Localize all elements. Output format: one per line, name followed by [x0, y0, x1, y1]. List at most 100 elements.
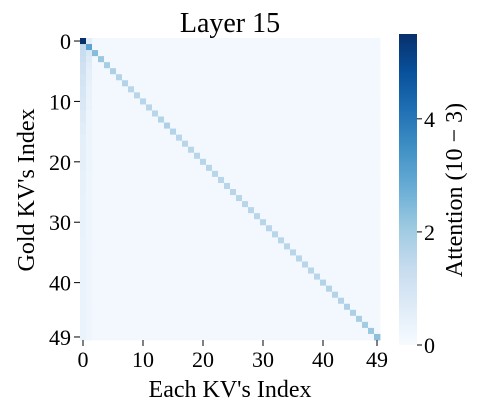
- heatmap-cell: [158, 74, 165, 81]
- heatmap-cell: [188, 140, 195, 148]
- heatmap-cell: [164, 116, 171, 123]
- heatmap-cell: [350, 321, 357, 329]
- heatmap-cell: [128, 56, 135, 63]
- heatmap-cell: [218, 273, 225, 280]
- heatmap-cell: [140, 128, 147, 136]
- heatmap-cell: [362, 309, 369, 317]
- heatmap-cell: [260, 321, 267, 329]
- heatmap-cell: [356, 176, 363, 184]
- heatmap-cell: [104, 255, 111, 262]
- heatmap-cell: [134, 309, 141, 317]
- heatmap-cell: [278, 201, 285, 208]
- heatmap-cell: [212, 74, 219, 81]
- heatmap-cell: [302, 273, 309, 280]
- heatmap-cell: [170, 255, 177, 262]
- heatmap-cell: [140, 92, 147, 99]
- heatmap-cell: [272, 62, 279, 69]
- heatmap-cell: [104, 152, 111, 160]
- heatmap-cell: [260, 201, 267, 208]
- heatmap-cell: [158, 56, 165, 63]
- heatmap-cell: [164, 303, 171, 311]
- heatmap-cell: [170, 273, 177, 280]
- heatmap-cell: [128, 273, 135, 280]
- heatmap-cell: [128, 98, 135, 105]
- heatmap-cell: [122, 249, 129, 256]
- heatmap-cell: [80, 86, 87, 93]
- heatmap-cell: [272, 146, 279, 154]
- heatmap-cell: [158, 116, 165, 123]
- heatmap-cell: [134, 182, 141, 190]
- heatmap-cell: [200, 309, 207, 317]
- heatmap-cell: [266, 213, 273, 220]
- heatmap-cell: [86, 128, 93, 136]
- heatmap-cell: [284, 285, 291, 293]
- heatmap-cell: [158, 62, 165, 69]
- heatmap-cell: [188, 315, 195, 323]
- heatmap-cell: [200, 74, 207, 81]
- heatmap-cell: [194, 273, 201, 280]
- heatmap-cell: [302, 297, 309, 305]
- heatmap-cell: [338, 182, 345, 190]
- heatmap-cell: [200, 207, 207, 214]
- heatmap-cell: [104, 158, 111, 166]
- heatmap-cell: [230, 333, 237, 341]
- heatmap-cell: [368, 327, 375, 335]
- heatmap-cell: [302, 170, 309, 178]
- heatmap-cell: [242, 237, 249, 244]
- heatmap-cell: [158, 164, 165, 172]
- heatmap-cell: [116, 279, 123, 287]
- heatmap-cell: [200, 158, 207, 166]
- heatmap-cell: [266, 267, 273, 274]
- heatmap-cell: [128, 321, 135, 329]
- heatmap-cell: [158, 104, 165, 111]
- heatmap-cell: [134, 44, 141, 51]
- heatmap-cell: [356, 68, 363, 75]
- heatmap-cell: [236, 231, 243, 238]
- heatmap-cell: [290, 207, 297, 214]
- heatmap-cell: [122, 158, 129, 166]
- heatmap-cell: [332, 237, 339, 244]
- heatmap-cell: [200, 116, 207, 123]
- heatmap-cell: [122, 164, 129, 172]
- heatmap-cell: [206, 195, 213, 202]
- heatmap-cell: [146, 140, 153, 148]
- heatmap-cell: [206, 50, 213, 57]
- heatmap-cell: [248, 321, 255, 329]
- heatmap-cell: [374, 134, 381, 142]
- heatmap-cell: [320, 195, 327, 202]
- heatmap-cell: [140, 273, 147, 280]
- heatmap-cell: [212, 219, 219, 226]
- heatmap-cell: [254, 303, 261, 311]
- heatmap-cell: [200, 195, 207, 202]
- heatmap-cell: [362, 333, 369, 341]
- heatmap-cell: [374, 152, 381, 160]
- heatmap-cell: [350, 201, 357, 208]
- heatmap-cell: [176, 92, 183, 99]
- heatmap-cell: [242, 98, 249, 105]
- heatmap-cell: [374, 279, 381, 287]
- heatmap-cell: [224, 219, 231, 226]
- heatmap-cell: [296, 116, 303, 123]
- heatmap-cell: [362, 104, 369, 111]
- heatmap-cell: [194, 189, 201, 196]
- heatmap-cell: [134, 104, 141, 111]
- heatmap-cell: [122, 243, 129, 250]
- heatmap-cell: [152, 62, 159, 69]
- heatmap-cell: [128, 50, 135, 57]
- heatmap-cell: [248, 152, 255, 160]
- heatmap-cell: [326, 273, 333, 280]
- heatmap-cell: [122, 68, 129, 75]
- heatmap-cell: [182, 279, 189, 287]
- heatmap-cell: [248, 176, 255, 184]
- heatmap-cell: [116, 333, 123, 341]
- heatmap-cell: [356, 213, 363, 220]
- chart-title: Layer 15: [180, 8, 280, 39]
- heatmap-cell: [254, 80, 261, 87]
- heatmap-cell: [122, 92, 129, 99]
- heatmap-cell: [362, 68, 369, 75]
- heatmap-cell: [110, 309, 117, 317]
- heatmap-cell: [368, 237, 375, 244]
- heatmap-cell: [170, 285, 177, 293]
- heatmap-cell: [314, 315, 321, 323]
- heatmap-cell: [110, 189, 117, 196]
